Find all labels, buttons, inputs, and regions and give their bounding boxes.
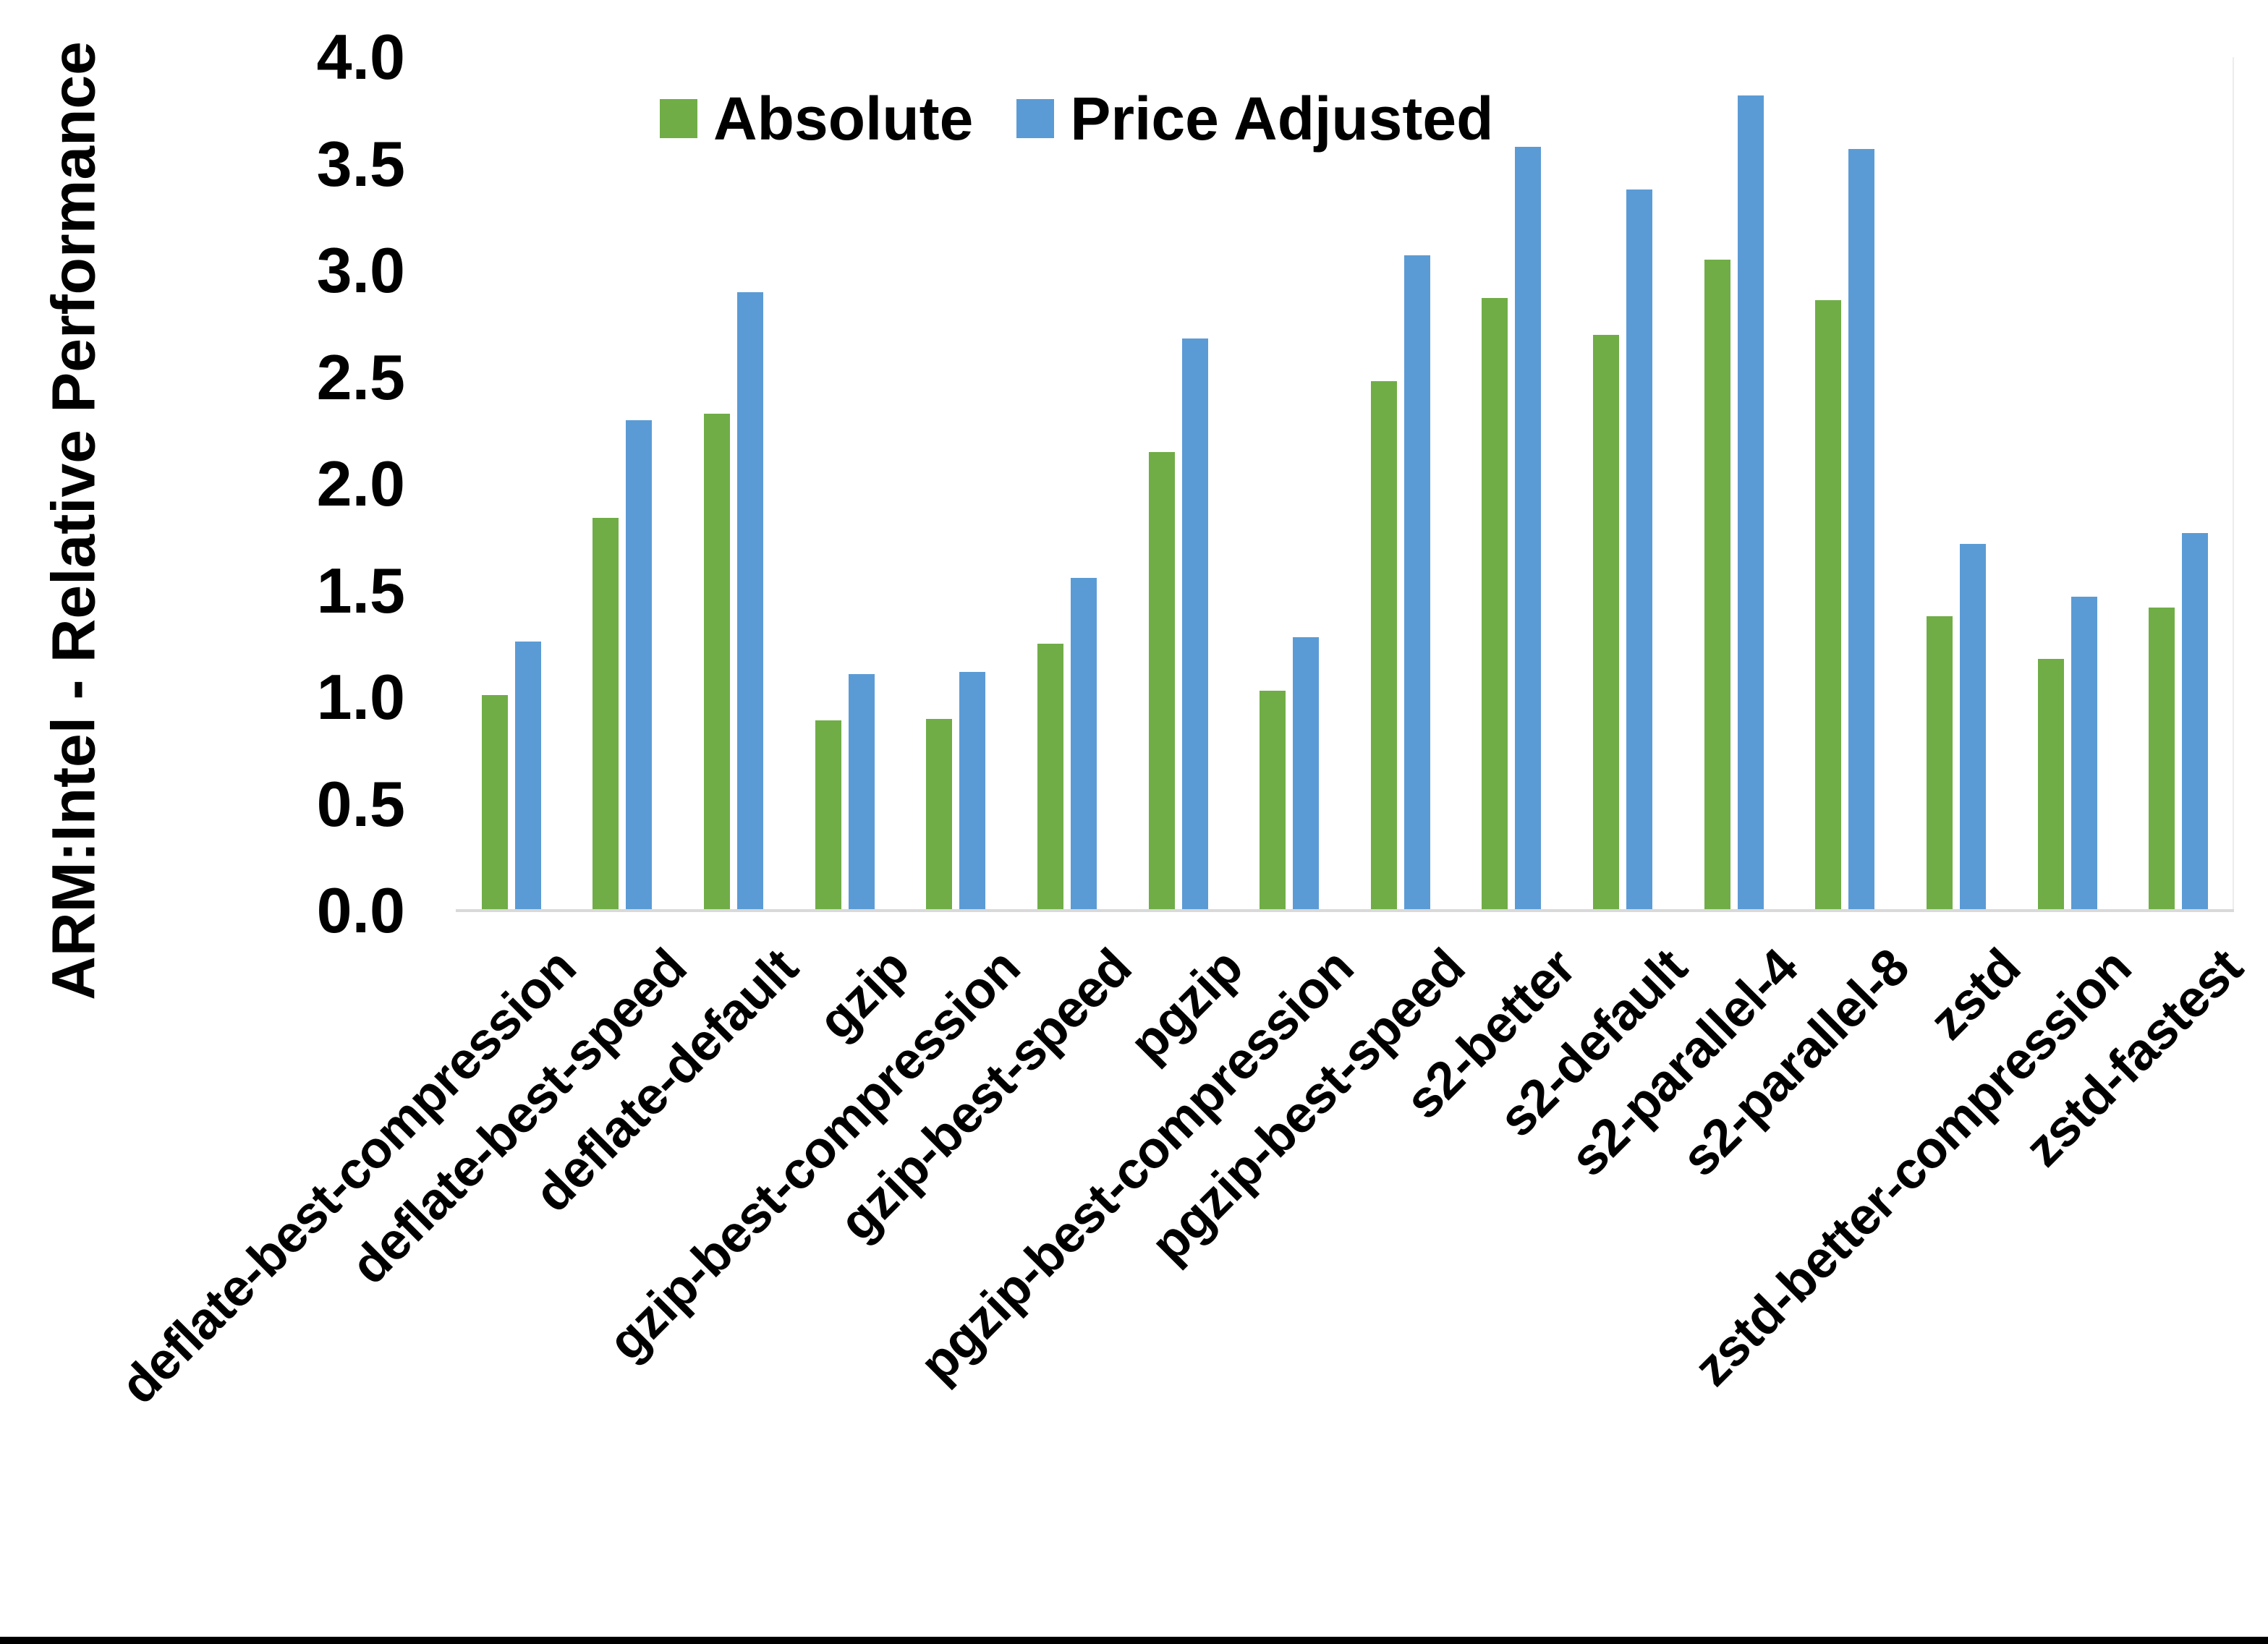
bar-price-adjusted: [848, 673, 875, 911]
legend-label-price-adjusted: Price Adjusted: [1070, 85, 1494, 153]
y-tick-label: 3.0: [316, 234, 405, 306]
y-tick-label: 2.5: [316, 341, 405, 413]
bar-price-adjusted: [1181, 338, 1208, 911]
y-axis-title: ARM:Intel - Relative Performance: [39, 41, 108, 1000]
bar-absolute: [1815, 300, 1842, 911]
y-tick-label: 1.5: [316, 554, 405, 626]
bar-price-adjusted: [2070, 597, 2097, 911]
bar-absolute: [1260, 691, 1286, 911]
bar-price-adjusted: [1959, 543, 1986, 911]
bar-absolute: [1482, 298, 1508, 911]
y-tick-label: 0.5: [316, 767, 405, 840]
bar-absolute: [815, 720, 841, 911]
bar-price-adjusted: [1737, 95, 1764, 911]
bar-absolute: [1148, 451, 1175, 911]
y-tick-label: 2.0: [316, 448, 405, 519]
bar-absolute: [2037, 658, 2064, 911]
bar-absolute: [593, 518, 619, 911]
plot-right-border: [2233, 57, 2234, 911]
bar-price-adjusted: [1070, 577, 1097, 911]
bar-absolute: [2149, 608, 2175, 911]
legend: Absolute Price Adjusted: [660, 88, 1493, 149]
bar-absolute: [1037, 644, 1063, 911]
bar-absolute: [481, 695, 508, 911]
bar-price-adjusted: [1515, 146, 1542, 911]
bar-absolute: [1593, 334, 1620, 911]
x-axis-line: [456, 909, 2234, 912]
bar-price-adjusted: [1848, 148, 1875, 911]
bar-price-adjusted: [514, 642, 541, 911]
bar-price-adjusted: [1403, 255, 1430, 911]
y-tick-label: 0.0: [316, 874, 405, 946]
legend-swatch-price-adjusted-icon: [1016, 99, 1055, 138]
bar-price-adjusted: [2182, 532, 2209, 911]
legend-item-absolute: Absolute: [660, 88, 973, 149]
bar-absolute: [1704, 260, 1730, 911]
bar-price-adjusted: [959, 671, 986, 911]
bar-absolute: [1370, 381, 1397, 911]
bar-absolute: [1926, 616, 1953, 911]
legend-item-price-adjusted: Price Adjusted: [1016, 88, 1493, 149]
y-tick-label: 3.5: [316, 127, 405, 200]
bar-absolute: [926, 718, 953, 911]
plot-area: [456, 57, 2234, 912]
bar-price-adjusted: [1626, 189, 1653, 911]
bar-absolute: [704, 413, 731, 911]
bottom-border: [0, 1637, 2268, 1644]
bar-price-adjusted: [626, 419, 653, 911]
bar-price-adjusted: [1293, 637, 1320, 911]
y-tick-label: 4.0: [316, 21, 405, 93]
legend-label-absolute: Absolute: [713, 85, 974, 153]
bar-price-adjusted: [737, 291, 764, 911]
x-tick-label: deflate-best-compression: [109, 938, 587, 1415]
y-tick-label: 1.0: [316, 661, 405, 733]
legend-swatch-absolute-icon: [660, 99, 697, 138]
